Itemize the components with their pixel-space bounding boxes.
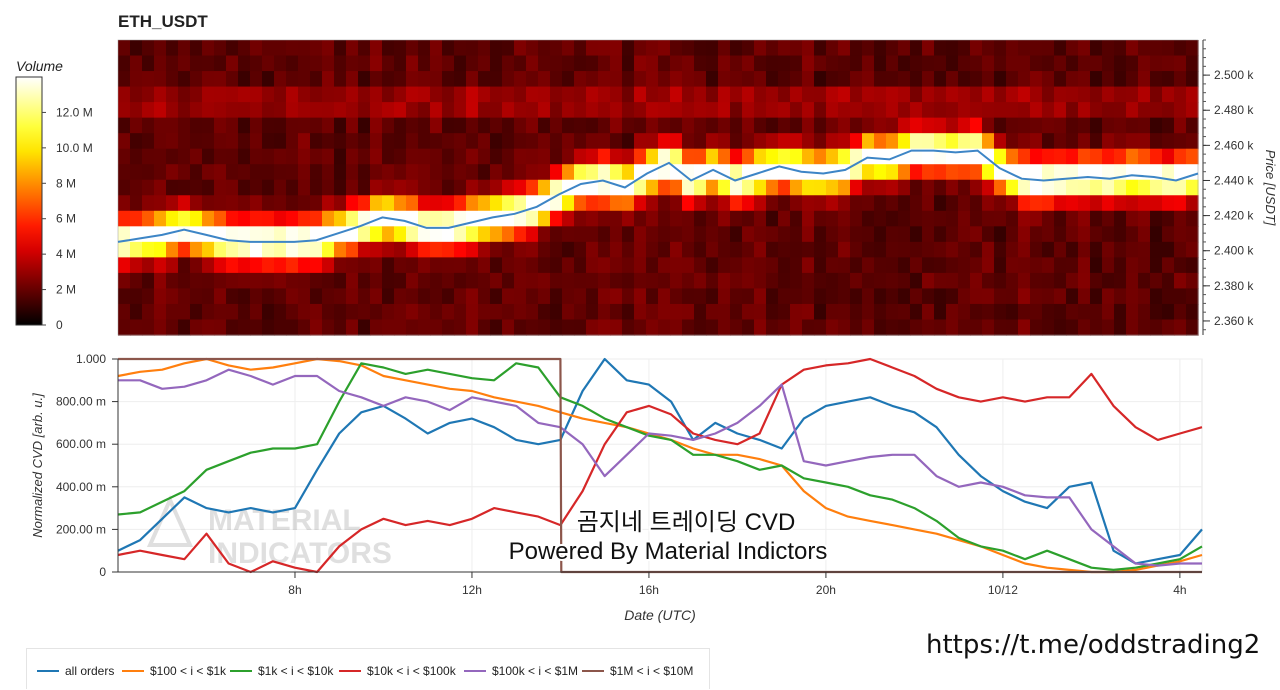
heatmap-panel: 2.360 k 2.380 k 2.400 k 2.420 k 2.440 k 2.460…: [117, 39, 1278, 336]
colorbar-gradient: [15, 76, 43, 326]
cvd-y-tick-label: 400.00 m: [56, 480, 106, 494]
watermark-logo-mark: [146, 495, 194, 547]
cvd-series-line: [117, 362, 1203, 571]
heatmap-cells: [118, 40, 1199, 336]
legend-swatch: [230, 670, 252, 672]
legend-label: $10k < i < $100k: [367, 664, 456, 678]
price-line: [117, 149, 1199, 243]
price-tick-label: 2.480 k: [1214, 103, 1254, 117]
cvd-x-tick-label: 16h: [639, 583, 659, 597]
legend-swatch: [37, 670, 59, 672]
watermark-logo-text-2: INDICATORS: [208, 537, 392, 570]
price-tick-label: 2.420 k: [1214, 209, 1254, 223]
price-tick-label: 2.380 k: [1214, 279, 1254, 293]
price-axis-label: Price [USDT]: [1263, 150, 1278, 226]
cvd-x-tick-label: 10/12: [988, 583, 1018, 597]
cvd-series-line: [117, 357, 1203, 574]
price-tick-label: 2.500 k: [1214, 68, 1254, 82]
cvd-x-axis-label: Date (UTC): [624, 607, 696, 623]
legend-swatch: [582, 670, 604, 672]
cvd-y-tick-label: 200.00 m: [56, 522, 106, 536]
legend-label: all orders: [65, 664, 115, 678]
colorbar-tick-label: 4 M: [56, 247, 76, 261]
cvd-y-tick-label: 600.00 m: [56, 437, 106, 451]
watermark-logo-text-1: MATERIAL: [208, 504, 361, 537]
legend-item[interactable]: all orders: [37, 664, 114, 678]
watermark-title: 곰지네 트레이딩 CVD: [577, 509, 796, 536]
cvd-x-tick-label: 20h: [816, 583, 836, 597]
cvd-plot-area: [117, 358, 1203, 573]
legend-label: $100k < i < $1M: [492, 664, 579, 678]
colorbar: 0 2 M 4 M 6 M 8 M 10.0 M 12.0 M: [15, 76, 93, 332]
legend-swatch: [339, 670, 361, 672]
cvd-x-tick-label: 4h: [1173, 583, 1186, 597]
legend-item[interactable]: $100 < i < $1k: [122, 664, 226, 678]
cvd-x-tick-label: 12h: [462, 583, 482, 597]
legend-item[interactable]: $10k < i < $100k: [339, 664, 456, 678]
watermark-subtitle: Powered By Material Indictors: [509, 538, 828, 565]
legend-label: $100 < i < $1k: [150, 664, 227, 678]
chart-title: ETH_USDT: [118, 12, 208, 31]
price-tick-label: 2.360 k: [1214, 314, 1254, 328]
cvd-y-tick-label: 800.00 m: [56, 395, 106, 409]
cvd-series-line: [117, 357, 1203, 565]
cvd-y-axis-label: Normalized CVD [arb. u.]: [30, 393, 45, 538]
price-tick-label: 2.400 k: [1214, 244, 1254, 258]
legend-swatch: [122, 670, 144, 672]
price-tick-label: 2.460 k: [1214, 138, 1254, 152]
legend-label: $1k < i < $10k: [258, 664, 334, 678]
cvd-x-tick-label: 8h: [288, 583, 301, 597]
legend-swatch: [464, 670, 486, 672]
legend-item[interactable]: $100k < i < $1M: [464, 664, 578, 678]
price-tick-label: 2.440 k: [1214, 173, 1254, 187]
legend-item[interactable]: $1M < i < $10M: [582, 664, 693, 678]
legend-item[interactable]: $1k < i < $10k: [230, 664, 333, 678]
colorbar-tick-label: 8 M: [56, 176, 76, 190]
legend: all orders $100 < i < $1k $1k < i < $10k $1…: [26, 648, 710, 689]
legend-label: $1M < i < $10M: [610, 664, 694, 678]
telegram-link[interactable]: https://t.me/oddstrading2: [926, 630, 1261, 660]
cvd-series-line: [118, 368, 1202, 567]
cvd-y-tick-label: 1.000: [76, 352, 106, 366]
colorbar-label: Volume: [16, 58, 63, 74]
colorbar-tick-label: 12.0 M: [56, 105, 93, 119]
heatmap-frame: [117, 39, 1199, 336]
colorbar-tick-label: 0: [56, 318, 63, 332]
colorbar-tick-label: 6 M: [56, 212, 76, 226]
colorbar-tick-label: 10.0 M: [56, 141, 93, 155]
cvd-y-tick-label: 0: [99, 565, 106, 579]
colorbar-tick-label: 2 M: [56, 283, 76, 297]
